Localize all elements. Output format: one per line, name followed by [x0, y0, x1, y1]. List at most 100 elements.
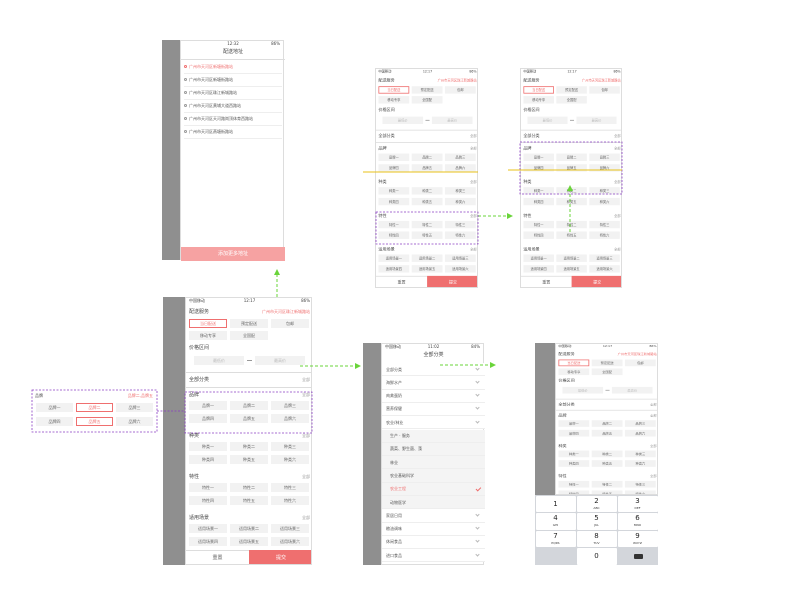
option[interactable]: 品牌三	[589, 153, 620, 161]
delete-key[interactable]	[618, 548, 658, 565]
category-row[interactable]: 林业	[382, 456, 485, 470]
delivery-option[interactable]: 预定配送	[556, 86, 587, 94]
option[interactable]: 特性六	[589, 231, 620, 239]
option[interactable]: 种类五	[230, 455, 268, 464]
delivery-option[interactable]: 移动专享	[523, 96, 554, 104]
popup-option[interactable]: 品牌六	[116, 417, 153, 426]
option[interactable]: 特性一	[378, 220, 410, 229]
option[interactable]: 适用场景五	[411, 265, 443, 273]
option[interactable]: 种类二	[411, 187, 443, 195]
option[interactable]: 特性四	[523, 231, 554, 239]
category-row[interactable]: 全部分类	[382, 363, 485, 377]
option[interactable]: 种类六	[624, 460, 656, 467]
option[interactable]: 种类五	[591, 460, 623, 467]
category-row[interactable]: 蔬菜、野生菌、藻	[382, 442, 485, 457]
delivery-option[interactable]: 预定配送	[411, 86, 443, 94]
delivery-address[interactable]: 广州市天河区珠江新城路站	[582, 78, 621, 83]
reset-button[interactable]: 重置	[186, 550, 249, 564]
category-row[interactable]: 休闲食品	[382, 535, 485, 550]
price-max[interactable]: 最高价	[255, 356, 305, 365]
section-more[interactable]: 全部	[650, 413, 657, 418]
option[interactable]: 种类三	[444, 187, 476, 195]
delivery-option[interactable]: 全国配	[411, 96, 443, 104]
category-row[interactable]: 农业/林业	[382, 416, 485, 430]
option[interactable]: 适用场景三	[589, 254, 620, 262]
option[interactable]: 特性五	[556, 231, 587, 239]
option[interactable]: 适用场景三	[271, 524, 309, 533]
category-row[interactable]: 营养保健	[382, 402, 485, 417]
key[interactable]: 5 JKL	[576, 513, 617, 530]
address-item[interactable]: 广州市天河区天河路岗顶体育西路站	[189, 116, 253, 121]
option[interactable]: 种类六	[444, 197, 476, 206]
category-value[interactable]: 全部	[302, 377, 310, 382]
popup-option[interactable]: 品牌五	[76, 417, 113, 426]
option[interactable]: 适用场景四	[189, 537, 227, 546]
delivery-option[interactable]: 全国配	[230, 331, 268, 340]
category-row[interactable]: 肉禽蛋奶	[382, 389, 485, 403]
option[interactable]: 品牌二	[411, 153, 443, 161]
section-more[interactable]: 全部	[614, 247, 621, 252]
reset-button[interactable]: 重置	[376, 275, 428, 287]
option[interactable]: 品牌四	[189, 414, 227, 423]
option[interactable]: 种类二	[591, 450, 623, 458]
price-max[interactable]: 最高价	[576, 116, 617, 124]
option[interactable]: 品牌六	[444, 164, 476, 172]
option[interactable]: 种类四	[523, 197, 554, 206]
category-label[interactable]: 全部分类	[189, 377, 210, 383]
delivery-address[interactable]: 广州市天河区珠江新城路站	[437, 78, 477, 83]
option[interactable]: 适用场景一	[378, 254, 410, 262]
option[interactable]: 种类四	[189, 455, 227, 464]
option[interactable]: 品牌六	[624, 429, 656, 437]
delivery-option[interactable]: 当日配送	[558, 359, 590, 367]
option[interactable]: 品牌五	[230, 414, 268, 423]
option[interactable]: 品牌三	[624, 420, 656, 427]
delivery-address[interactable]: 广州市天河区珠江新城路站	[262, 309, 310, 314]
option[interactable]: 种类五	[556, 197, 587, 206]
delivery-option[interactable]: 包邮	[624, 359, 656, 367]
delivery-option[interactable]: 预定配送	[591, 359, 623, 367]
option[interactable]: 品牌四	[378, 164, 410, 172]
submit-button[interactable]: 提交	[249, 550, 311, 564]
category-label[interactable]: 全部分类	[558, 402, 575, 407]
delivery-option[interactable]: 移动专享	[558, 368, 590, 376]
address-item[interactable]: 广州市天河区黄埔大道西路站	[189, 103, 241, 108]
option[interactable]: 适用场景六	[271, 537, 309, 546]
category-row[interactable]: 海鲜水产	[382, 376, 485, 390]
option[interactable]: 品牌五	[591, 429, 623, 437]
section-more[interactable]: 全部	[614, 146, 621, 151]
option[interactable]: 品牌五	[411, 164, 443, 172]
section-more[interactable]: 全部	[470, 179, 477, 184]
option[interactable]: 特性二	[591, 480, 623, 488]
option[interactable]: 种类一	[523, 187, 554, 195]
popup-option[interactable]: 品牌一	[36, 403, 73, 412]
option[interactable]: 特性二	[411, 220, 443, 229]
popup-option[interactable]: 品牌二	[76, 403, 113, 412]
option[interactable]: 适用场景二	[411, 254, 443, 262]
section-more[interactable]: 全部	[614, 179, 621, 184]
option[interactable]: 种类六	[589, 197, 620, 206]
reset-button[interactable]: 重置	[521, 275, 572, 287]
delivery-option[interactable]: 移动专享	[189, 331, 227, 340]
option[interactable]: 品牌一	[378, 153, 410, 161]
option[interactable]: 品牌六	[589, 164, 620, 172]
delivery-option[interactable]: 包邮	[444, 86, 476, 94]
submit-button[interactable]: 提交	[571, 275, 621, 287]
price-min[interactable]: 最低价	[562, 386, 604, 394]
option[interactable]: 特性五	[591, 490, 623, 494]
option[interactable]: 特性五	[411, 231, 443, 239]
delivery-option[interactable]: 包邮	[271, 319, 309, 328]
category-row[interactable]: 农业工程	[382, 482, 485, 496]
category-row[interactable]: 粮油调味	[382, 522, 485, 536]
option[interactable]: 适用场景二	[556, 254, 587, 262]
key[interactable]: 3 DEF	[617, 495, 658, 512]
option[interactable]: 品牌二	[556, 153, 587, 161]
option[interactable]: 品牌一	[523, 153, 554, 161]
delivery-option[interactable]: 包邮	[589, 86, 620, 94]
option[interactable]: 特性四	[378, 231, 410, 239]
option[interactable]: 特性六	[624, 490, 656, 494]
category-label[interactable]: 全部分类	[378, 133, 395, 139]
option[interactable]: 品牌二	[591, 420, 623, 427]
key[interactable]: 1	[535, 495, 576, 512]
option[interactable]: 种类四	[378, 197, 410, 206]
option[interactable]: 特性五	[230, 496, 268, 505]
